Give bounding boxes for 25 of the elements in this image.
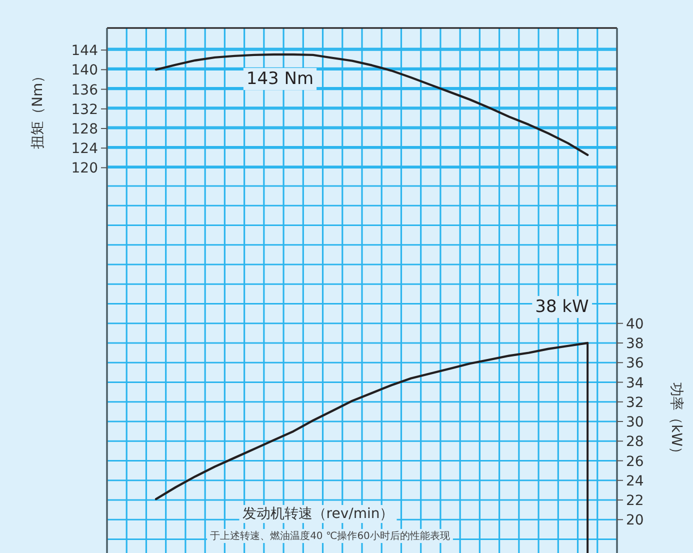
y2-axis-title: 功率（kW） <box>668 382 684 460</box>
y-tick-label: 124 <box>71 141 98 158</box>
y2-tick-label: 32 <box>626 394 644 411</box>
y-tick-label: 132 <box>71 102 98 118</box>
line-series <box>154 53 589 156</box>
y2-tick-label: 34 <box>626 375 644 392</box>
y2-tick-label: 28 <box>626 434 644 450</box>
y2-tick-label: 40 <box>626 316 644 332</box>
y-tick-label: 128 <box>71 121 98 138</box>
y2-tick-label: 24 <box>626 473 644 490</box>
y2-tick-label: 22 <box>626 493 644 510</box>
y-tick-label: 136 <box>71 82 98 98</box>
annotation: 143 Nm <box>246 69 314 89</box>
x-axis-title: 发动机转速（rev/min） <box>242 506 394 522</box>
y-axis-title: 扭矩（Nm） <box>30 68 46 149</box>
y2-tick-label: 36 <box>626 356 644 372</box>
y2-tick-label: 38 <box>626 336 644 352</box>
y-tick-label: 120 <box>71 160 98 177</box>
y-tick-label: 144 <box>71 43 98 60</box>
annotation: 38 kW <box>535 297 590 317</box>
y-tick-label: 140 <box>71 62 98 79</box>
y2-tick-label: 26 <box>626 454 644 470</box>
y2-tick-label: 30 <box>626 414 644 431</box>
annotation: 于上述转速、燃油温度40 ℃操作60小时后的性能表现 <box>210 530 450 542</box>
y2-tick-label: 20 <box>626 512 644 529</box>
